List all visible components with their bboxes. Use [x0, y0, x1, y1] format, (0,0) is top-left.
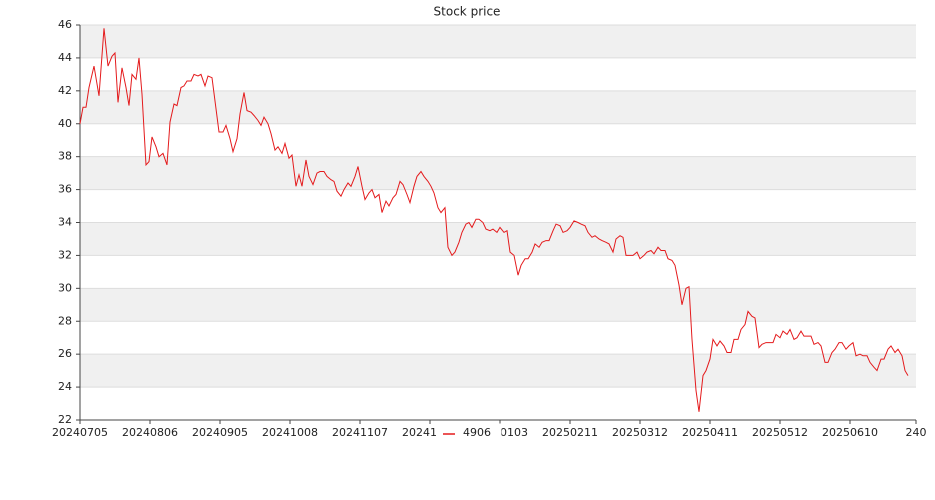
y-tick-label: 26	[58, 347, 72, 360]
y-tick-label: 40	[58, 117, 72, 130]
x-tick-label: 20250610	[822, 426, 878, 439]
y-tick-label: 24	[58, 380, 72, 393]
y-tick-label: 38	[58, 150, 72, 163]
y-tick-label: 22	[58, 413, 72, 426]
x-tick-label: 20240905	[192, 426, 248, 439]
grid-band	[80, 288, 916, 322]
y-tick-label: 28	[58, 314, 72, 327]
legend: 4906	[436, 423, 502, 443]
chart-title: Stock price	[434, 5, 501, 19]
grid-band	[80, 90, 916, 124]
x-tick-label: 20250512	[752, 426, 808, 439]
x-tick-label: 20250312	[612, 426, 668, 439]
y-tick-label: 44	[58, 51, 72, 64]
y-tick-label: 30	[58, 281, 72, 294]
grid-band	[80, 25, 916, 58]
legend-box	[436, 423, 502, 443]
x-tick-label: 20240705	[52, 426, 108, 439]
series-line	[79, 28, 909, 412]
grid-band	[80, 156, 916, 190]
x-tick-label: 20250211	[542, 426, 598, 439]
x-tick-label: 240	[906, 426, 927, 439]
x-tick-label: 20241008	[262, 426, 318, 439]
y-tick-label: 46	[58, 18, 72, 31]
y-tick-label: 32	[58, 248, 72, 261]
grid-band	[80, 354, 916, 388]
y-tick-label: 34	[58, 216, 72, 229]
grid-band	[80, 222, 916, 256]
x-tick-label: 20241107	[332, 426, 388, 439]
x-tick-label: 20240806	[122, 426, 178, 439]
x-tick-label: 20250411	[682, 426, 738, 439]
y-tick-label: 36	[58, 183, 72, 196]
legend-label: 4906	[463, 426, 491, 439]
y-tick-label: 42	[58, 84, 72, 97]
